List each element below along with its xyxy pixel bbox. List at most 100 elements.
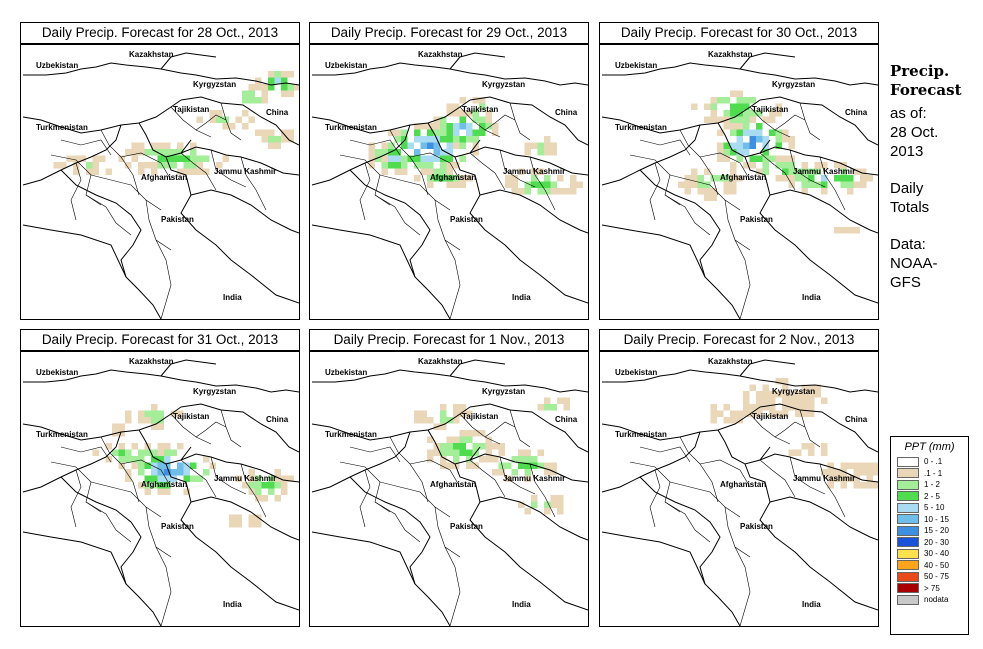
place-label: Pakistan (740, 215, 773, 224)
province-boundary (819, 463, 846, 518)
province-boundary (85, 194, 132, 236)
legend-label: 10 - 15 (924, 514, 949, 524)
country-boundary (311, 99, 471, 134)
map-canvas: Kazakhstan Uzbekistan Kyrgyzstan Tajikistan… (22, 50, 299, 319)
country-boundary (160, 52, 217, 70)
country-boundary (311, 431, 411, 493)
legend-label: 1 - 2 (924, 480, 941, 490)
place-label: China (845, 108, 868, 117)
legend-swatch (897, 594, 919, 605)
province-boundary (444, 239, 461, 319)
place-label: India (512, 293, 531, 302)
country-boundary (449, 359, 506, 377)
country-boundary (759, 146, 878, 176)
province-boundary (210, 456, 247, 495)
province-boundary (664, 501, 711, 543)
country-boundary (311, 406, 471, 441)
province-boundary (120, 459, 172, 488)
panel-title: Daily Precip. Forecast for 28 Oct., 2013 (20, 22, 300, 44)
province-boundary (669, 174, 741, 211)
province-boundary (379, 174, 451, 211)
country-boundary (60, 476, 162, 626)
province-boundary (669, 481, 741, 518)
legend-swatch (897, 502, 919, 513)
place-label: Tajikistan (752, 412, 788, 421)
province-boundary (240, 463, 267, 518)
country-boundary (311, 124, 411, 186)
place-label: Jammu Kashmir (503, 474, 565, 483)
precip-cells (92, 404, 294, 528)
panel-title: Daily Precip. Forecast for 2 Nov., 2013 (599, 329, 879, 351)
forecast-panel-2: Daily Precip. Forecast for 29 Oct., 2013… (309, 22, 589, 320)
legend-row: 5 - 10 (891, 502, 968, 514)
country-boundary (60, 169, 162, 319)
place-label: India (802, 293, 821, 302)
asof-label: as of: (890, 105, 927, 122)
map-canvas: Kazakhstan Uzbekistan Kyrgyzstan Tajikistan… (601, 50, 878, 319)
data-label: Data: (890, 236, 926, 253)
place-label: Tajikistan (462, 412, 498, 421)
place-label: Tajikistan (173, 105, 209, 114)
precip-cells (678, 90, 873, 234)
country-boundary (469, 96, 588, 146)
panel-title: Daily Precip. Forecast for 29 Oct., 2013 (309, 22, 589, 44)
legend-label: > 75 (924, 583, 940, 593)
place-label: Turkmenistan (325, 123, 377, 132)
province-boundary (374, 501, 421, 543)
province-boundary (664, 194, 711, 236)
country-boundary (22, 406, 182, 441)
country-boundary (601, 431, 701, 493)
place-label: China (266, 415, 289, 424)
province-boundary (180, 152, 217, 191)
place-label: Pakistan (161, 215, 194, 224)
province-boundary (774, 421, 806, 438)
country-boundary (739, 68, 878, 86)
country-boundary (601, 531, 706, 585)
country-boundary (138, 429, 192, 465)
province-boundary (774, 114, 806, 131)
side-info: Precip. Forecast as of: 28 Oct. 2013 Dai… (890, 62, 980, 292)
place-label: Kazakhstan (418, 50, 463, 59)
place-label: Kazakhstan (129, 50, 174, 59)
country-boundary (744, 463, 878, 611)
place-label: Kyrgyzstan (772, 80, 815, 89)
place-label: China (266, 108, 289, 117)
country-boundary (759, 453, 878, 483)
place-label: Kazakhstan (708, 357, 753, 366)
asof-date: 28 Oct. (890, 124, 939, 141)
legend-label: 40 - 50 (924, 560, 949, 570)
country-boundary (639, 476, 741, 626)
country-boundary (739, 359, 796, 377)
country-boundary (160, 68, 299, 86)
province-boundary (434, 199, 461, 251)
precip-map: Kazakhstan Uzbekistan Kyrgyzstan Tajikistan… (309, 351, 589, 627)
legend-row: 0 - .1 (891, 456, 968, 468)
place-label: Uzbekistan (615, 61, 657, 70)
place-label: Turkmenistan (615, 430, 667, 439)
province-boundary (529, 156, 556, 211)
legend-row: 30 - 40 (891, 548, 968, 560)
precip-cells (53, 71, 299, 175)
country-boundary (769, 496, 878, 541)
province-boundary (509, 102, 531, 141)
country-boundary (717, 122, 771, 158)
province-boundary (499, 456, 536, 495)
country-boundary (180, 403, 299, 453)
province-boundary (759, 152, 796, 191)
province-boundary (724, 506, 751, 558)
province-boundary (349, 139, 401, 156)
country-boundary (479, 189, 588, 234)
country-boundary (22, 224, 127, 278)
country-boundary (601, 224, 706, 278)
place-label: Afghanistan (141, 480, 187, 489)
province-boundary (195, 114, 227, 131)
country-boundary (454, 156, 588, 304)
province-boundary (359, 469, 371, 528)
legend-swatch (897, 583, 919, 594)
map-canvas: Kazakhstan Uzbekistan Kyrgyzstan Tajikistan… (311, 50, 588, 319)
province-boundary (145, 199, 172, 251)
place-label: Uzbekistan (325, 61, 367, 70)
country-boundary (759, 403, 878, 453)
province-boundary (649, 162, 661, 221)
